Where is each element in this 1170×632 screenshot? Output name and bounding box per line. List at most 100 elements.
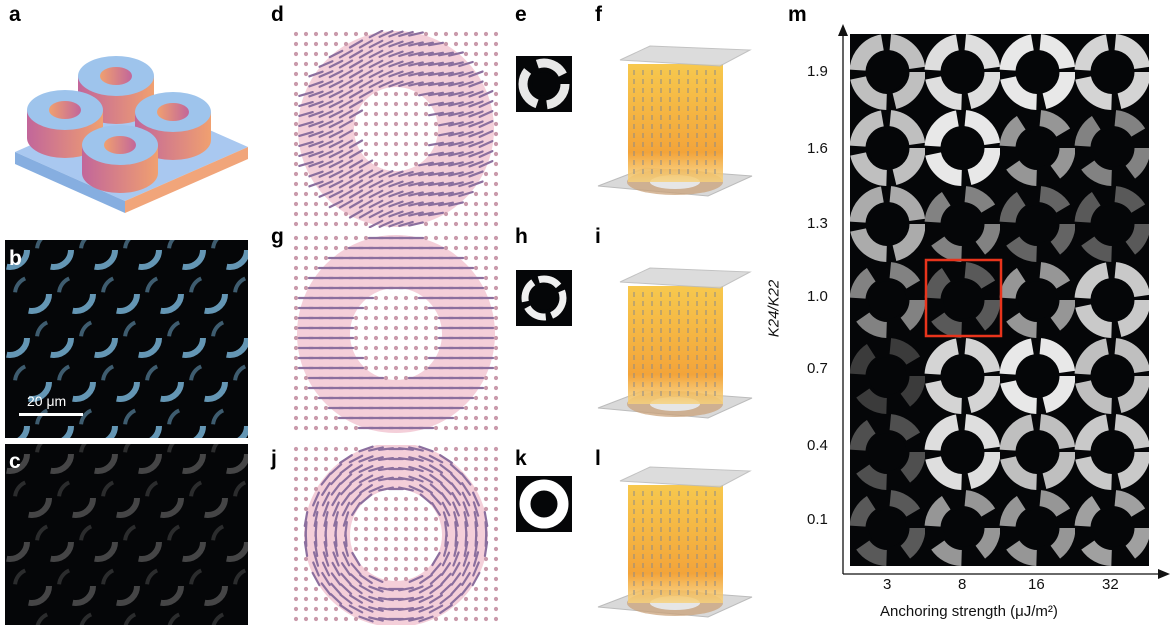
director-dot — [293, 71, 299, 77]
director-rod — [308, 80, 324, 88]
director-rod — [408, 31, 424, 37]
director-rod — [468, 80, 484, 88]
director-dot — [373, 355, 379, 361]
director-dot — [293, 151, 299, 157]
director-dot — [453, 446, 459, 452]
director-dot — [423, 101, 429, 107]
director-dot — [463, 596, 469, 602]
director-rod — [448, 181, 464, 187]
director-rod — [428, 201, 444, 207]
phase-cell-core — [1093, 433, 1132, 471]
director-dot — [493, 121, 499, 127]
director-rod — [328, 199, 344, 209]
crescent — [144, 478, 184, 518]
director-rod — [398, 40, 414, 48]
director-rod — [398, 200, 414, 208]
director-dot — [493, 576, 499, 582]
highlight-box — [924, 258, 1003, 338]
x-tick-3: 3 — [883, 576, 892, 593]
director-dot — [423, 305, 429, 311]
y-tick-1.6: 1.6 — [807, 140, 828, 157]
director-rod — [298, 121, 314, 127]
director-dot — [293, 345, 299, 351]
crescent — [78, 406, 118, 438]
director-dot — [303, 201, 309, 207]
director-dot — [313, 235, 319, 241]
director-dot — [313, 41, 319, 47]
director-rod — [398, 476, 414, 482]
director-rod — [458, 110, 474, 118]
director-rod — [338, 129, 354, 139]
director-rod — [330, 582, 342, 596]
director-dot — [493, 375, 499, 381]
optical-thumb-k — [516, 476, 572, 532]
director-rod — [429, 473, 443, 485]
director-dot — [313, 405, 319, 411]
director-rod — [308, 90, 324, 98]
director-dot — [373, 161, 379, 167]
director-dot — [363, 221, 369, 227]
director-dot — [443, 211, 449, 217]
phase-cell-core — [943, 281, 982, 319]
director-dot — [493, 586, 499, 592]
director-dot — [373, 536, 379, 542]
director-dot — [453, 415, 459, 421]
optical-thumb-e — [516, 56, 572, 112]
director-rod — [460, 582, 472, 596]
director-dot — [393, 131, 399, 137]
director-dot — [483, 285, 489, 291]
director-rod — [418, 474, 434, 484]
director-rod — [328, 59, 344, 69]
director-rod — [328, 189, 344, 199]
director-dot — [393, 111, 399, 117]
director-dot — [443, 616, 449, 622]
director-rod — [314, 530, 318, 548]
director-rod — [318, 170, 334, 178]
director-dot — [333, 31, 339, 37]
director-rod — [388, 50, 404, 58]
director-dot — [363, 131, 369, 137]
director-rod — [328, 169, 344, 179]
director-rod — [448, 111, 464, 117]
director-dot — [403, 556, 409, 562]
director-dot — [383, 295, 389, 301]
director-dot — [423, 556, 429, 562]
director-dot — [493, 446, 499, 452]
director-dot — [293, 275, 299, 281]
phase-cell-ring — [999, 186, 1076, 262]
director-rod — [438, 181, 454, 187]
director-dot — [393, 335, 399, 341]
director-dot — [473, 211, 479, 217]
director-dot — [353, 345, 359, 351]
director-rod — [334, 530, 338, 548]
director-rod — [348, 594, 364, 604]
phase-cell-ring — [1074, 186, 1149, 262]
director-dot — [313, 245, 319, 251]
director-rod — [368, 606, 384, 612]
director-dot — [383, 91, 389, 97]
director-dot — [483, 385, 489, 391]
director-dot — [493, 211, 499, 217]
director-dot — [473, 486, 479, 492]
director-rod — [448, 151, 464, 157]
director-dot — [493, 101, 499, 107]
director-dot — [473, 61, 479, 67]
director-dot — [463, 201, 469, 207]
director-rod — [328, 89, 344, 99]
director-dot — [403, 295, 409, 301]
director-rod — [468, 120, 484, 128]
director-rod — [408, 221, 424, 227]
director-dot — [483, 191, 489, 197]
director-rod — [338, 179, 354, 189]
director-dot — [403, 335, 409, 341]
crescent — [5, 610, 30, 625]
director-dot — [473, 405, 479, 411]
director-dot — [473, 395, 479, 401]
director-rod — [408, 606, 424, 612]
director-dot — [403, 375, 409, 381]
crescent — [166, 240, 206, 270]
director-rod — [431, 551, 441, 567]
director-rod — [418, 594, 434, 604]
director-dot — [293, 211, 299, 217]
director-dot — [293, 385, 299, 391]
